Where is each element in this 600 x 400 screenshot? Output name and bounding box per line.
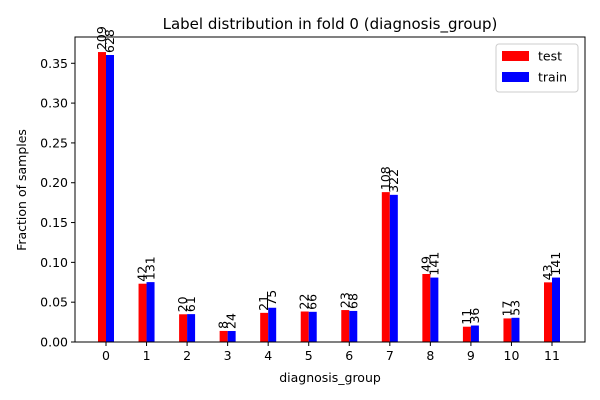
bar-test-8	[422, 273, 431, 342]
data-label-train-1: 131	[143, 256, 158, 280]
x-tick-label-6: 6	[345, 348, 353, 363]
y-tick-label-0.35: 0.35	[40, 56, 68, 71]
bar-test-3	[219, 330, 228, 342]
y-axis-label: Fraction of samples	[14, 129, 29, 251]
y-tick-label-0.30: 0.30	[40, 96, 68, 111]
data-label-test-9: 11	[459, 309, 474, 325]
data-label-test-10: 17	[499, 301, 514, 317]
bar-train-9	[470, 325, 479, 342]
x-tick-label-5: 5	[305, 348, 313, 363]
bar-test-2	[179, 314, 188, 342]
legend-swatch-test	[502, 51, 529, 61]
data-label-train-3: 24	[224, 313, 239, 329]
data-label-train-4: 75	[264, 290, 279, 306]
bar-test-7	[381, 192, 390, 342]
legend-label-test: test	[538, 49, 562, 64]
data-label-train-0: 628	[102, 29, 117, 53]
legend-label-train: train	[538, 70, 567, 85]
data-label-train-8: 141	[426, 252, 441, 276]
data-label-test-6: 23	[337, 292, 352, 308]
data-label-train-6: 68	[345, 293, 360, 309]
bar-train-5	[308, 311, 317, 342]
plot-frame	[74, 36, 586, 343]
y-tick-label-0.00: 0.00	[40, 335, 68, 350]
bar-train-0	[106, 54, 114, 343]
x-axis-label: diagnosis_group	[279, 370, 381, 385]
bar-test-11	[544, 282, 552, 342]
data-label-test-8: 49	[418, 256, 433, 272]
bar-test-6	[341, 310, 350, 342]
data-label-train-2: 61	[183, 296, 198, 312]
y-tick-label-0.05: 0.05	[40, 295, 68, 310]
x-tick-label-11: 11	[544, 348, 560, 363]
data-label-test-5: 22	[297, 294, 312, 310]
bar-test-5	[300, 311, 309, 342]
data-label-train-5: 66	[305, 294, 320, 310]
x-tick-label-4: 4	[264, 348, 272, 363]
data-label-train-7: 322	[386, 169, 401, 193]
bar-train-4	[268, 307, 277, 342]
bar-test-10	[503, 318, 512, 342]
data-label-train-11: 141	[548, 252, 563, 276]
legend-swatch-train	[502, 72, 529, 82]
legend: test train	[495, 43, 579, 93]
bar-train-10	[511, 317, 520, 342]
data-label-test-4: 21	[256, 295, 271, 311]
chart-title: Label distribution in fold 0 (diagnosis_…	[163, 15, 498, 34]
bar-train-1	[146, 282, 155, 342]
data-label-test-3: 8	[216, 321, 231, 329]
x-tick-label-8: 8	[426, 348, 434, 363]
x-tick-label-0: 0	[102, 348, 110, 363]
data-label-test-11: 43	[540, 264, 555, 280]
x-tick-label-1: 1	[143, 348, 151, 363]
data-label-train-9: 36	[467, 308, 482, 324]
bar-train-11	[552, 277, 560, 342]
x-tick-label-7: 7	[386, 348, 394, 363]
bar-test-1	[138, 283, 147, 342]
x-tick-label-2: 2	[183, 348, 191, 363]
bar-train-8	[430, 277, 439, 342]
data-label-train-10: 53	[507, 300, 522, 316]
bar-train-6	[349, 310, 358, 342]
y-tick-label-0.15: 0.15	[40, 215, 68, 230]
bar-test-9	[462, 326, 471, 342]
x-tick-label-10: 10	[504, 348, 520, 363]
x-tick-label-3: 3	[224, 348, 232, 363]
y-tick-label-0.10: 0.10	[40, 255, 68, 270]
x-tick-label-9: 9	[467, 348, 475, 363]
y-tick-label-0.20: 0.20	[40, 175, 68, 190]
data-label-test-2: 20	[175, 296, 190, 312]
data-label-test-7: 108	[378, 166, 393, 190]
bar-train-2	[187, 314, 196, 342]
bar-train-7	[389, 194, 398, 342]
bar-test-0	[98, 52, 106, 343]
data-label-test-1: 42	[135, 266, 150, 282]
bar-test-4	[260, 312, 269, 342]
data-label-test-0: 209	[94, 26, 109, 50]
y-tick-label-0.25: 0.25	[40, 135, 68, 150]
bar-train-3	[227, 331, 236, 342]
